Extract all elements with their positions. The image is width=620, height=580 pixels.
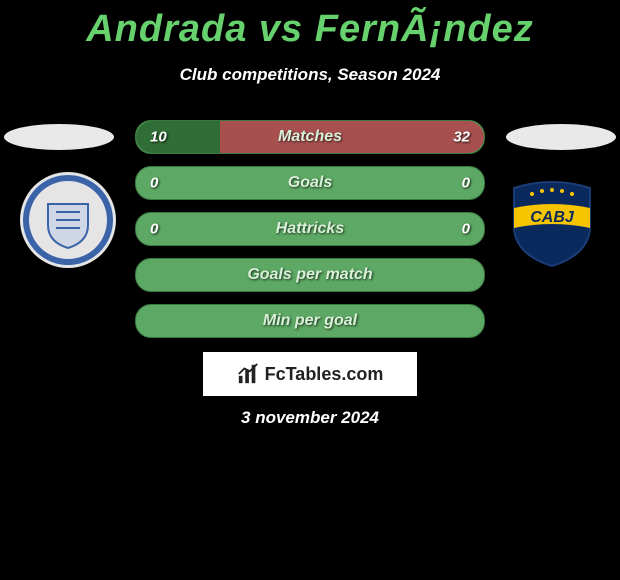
- stat-value-left: 10: [150, 129, 167, 146]
- club-crest-left: [18, 170, 118, 270]
- stat-label: Matches: [278, 128, 342, 146]
- watermark-text: FcTables.com: [265, 364, 384, 385]
- page-title: Andrada vs FernÃ¡ndez: [0, 0, 620, 51]
- club-crest-right: CABJ: [502, 170, 602, 270]
- stat-value-right: 32: [453, 129, 470, 146]
- subtitle: Club competitions, Season 2024: [0, 65, 620, 85]
- bar-chart-icon: [237, 363, 259, 385]
- player-left-silhouette: [4, 124, 114, 150]
- shield-icon: [18, 170, 118, 270]
- bar-right-fill: [220, 121, 484, 153]
- stat-value-left: 0: [150, 221, 158, 238]
- comparison-card: Andrada vs FernÃ¡ndez Club competitions,…: [0, 0, 620, 580]
- stat-label: Min per goal: [263, 312, 357, 330]
- stat-rows: Matches 10 32 Goals 0 0 Hattricks 0 0 Goals per m…: [135, 120, 485, 350]
- stat-row: Hattricks 0 0: [135, 212, 485, 246]
- stat-label: Hattricks: [276, 220, 344, 238]
- stat-value-left: 0: [150, 175, 158, 192]
- player-right-silhouette: [506, 124, 616, 150]
- stat-value-right: 0: [462, 175, 470, 192]
- stat-label: Goals: [288, 174, 332, 192]
- stat-label: Goals per match: [247, 266, 372, 284]
- svg-text:CABJ: CABJ: [530, 209, 575, 226]
- bar-left-fill: [136, 121, 220, 153]
- stat-row: Goals 0 0: [135, 166, 485, 200]
- stat-row: Matches 10 32: [135, 120, 485, 154]
- date-label: 3 november 2024: [0, 408, 620, 428]
- stat-row: Goals per match: [135, 258, 485, 292]
- stat-value-right: 0: [462, 221, 470, 238]
- stat-row: Min per goal: [135, 304, 485, 338]
- shield-icon: CABJ: [502, 170, 602, 270]
- watermark: FcTables.com: [203, 352, 417, 396]
